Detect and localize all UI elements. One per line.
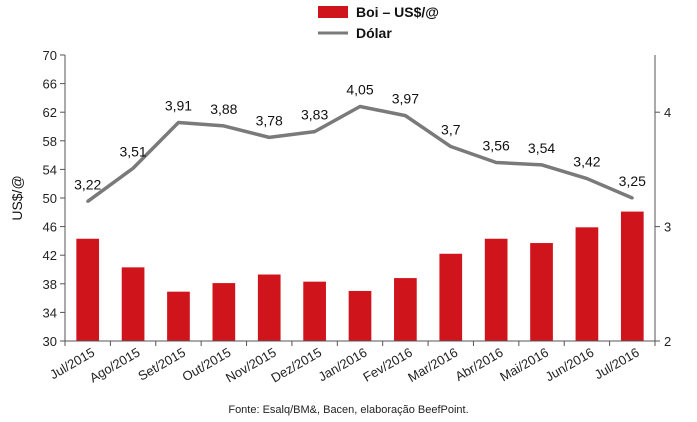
dolar-point (267, 135, 271, 139)
bars (76, 211, 644, 341)
x-tick-label: Fev/2016 (360, 345, 414, 385)
bar-boi (76, 238, 100, 341)
x-tick-label: Mar/2016 (405, 345, 460, 385)
bar-boi (121, 267, 145, 341)
y2-tick-label: 4 (664, 105, 671, 120)
x-tick-label: Abr/2016 (452, 345, 505, 384)
y-tick-label: 34 (43, 305, 57, 320)
bar-boi (439, 253, 463, 341)
y-tick-label: 46 (43, 220, 57, 235)
x-tick-label: Out/2015 (180, 345, 234, 385)
bar-boi (212, 283, 236, 341)
y2-tick-label: 3 (664, 220, 671, 235)
dolar-point (131, 166, 135, 170)
dolar-data-label: 3,56 (483, 138, 510, 154)
y-tick-label: 50 (43, 191, 57, 206)
y-tick-label: 42 (43, 248, 57, 263)
bar-boi (394, 278, 417, 341)
bar-boi (484, 238, 508, 341)
dolar-data-label: 3,25 (619, 173, 646, 189)
dolar-data-label: 3,97 (392, 91, 419, 107)
dolar-point (86, 199, 90, 203)
y-tick-label: 58 (43, 134, 57, 149)
dolar-point (313, 130, 317, 134)
legend-swatch-boi (318, 6, 348, 18)
dolar-line-layer: 3,22 3,51 3,91 3,88 3,78 3,83 4,05 3,97 3,7 3,56 3… (74, 81, 646, 203)
y-tick-label: 54 (43, 162, 57, 177)
dolar-data-label: 4,05 (346, 81, 373, 97)
dolar-point (403, 114, 407, 118)
legend: Boi – US$/@ Dólar (318, 4, 439, 41)
y-tick-label: 70 (43, 48, 57, 63)
dolar-point (630, 196, 634, 200)
x-tick-label: Ago/2015 (87, 345, 143, 386)
dolar-point (222, 124, 226, 128)
y-axis-left: 30 34 38 42 46 50 54 58 62 66 70 (43, 48, 66, 349)
dolar-point (540, 163, 544, 167)
dolar-data-label: 3,91 (165, 97, 192, 113)
y-tick-label: 62 (43, 105, 57, 120)
legend-label-boi: Boi – US$/@ (356, 4, 439, 20)
dolar-data-label: 3,88 (210, 101, 237, 117)
x-tick-label: Set/2015 (135, 345, 188, 384)
bar-boi (575, 227, 599, 341)
bar-boi (620, 211, 644, 341)
x-tick-label: Mai/2016 (497, 345, 551, 385)
dolar-data-label: 3,51 (119, 143, 146, 159)
bar-boi (303, 281, 326, 341)
x-tick-label: Jan/2016 (316, 345, 370, 385)
dolar-data-label: 3,42 (573, 154, 600, 170)
bar-boi (167, 291, 190, 341)
dolar-point (585, 177, 589, 181)
x-tick-label: Nov/2015 (223, 345, 279, 386)
x-tick-label: Jul/2016 (592, 345, 642, 383)
x-axis: Jul/2015Ago/2015Set/2015Out/2015Nov/2015… (47, 340, 656, 386)
legend-label-dolar: Dólar (356, 25, 392, 41)
bar-boi (348, 290, 372, 341)
dolar-point (449, 145, 453, 149)
dolar-point (176, 120, 180, 124)
y-tick-label: 30 (43, 334, 57, 349)
dolar-data-label: 3,54 (528, 140, 555, 156)
y-tick-label: 38 (43, 277, 57, 292)
x-tick-label: Jun/2016 (543, 345, 597, 385)
dolar-point (494, 161, 498, 165)
x-tick-label: Dez/2015 (268, 345, 324, 386)
y-tick-label: 66 (43, 77, 57, 92)
y-axis-right: 2 3 4 (654, 55, 671, 349)
dolar-data-label: 3,78 (256, 112, 283, 128)
bar-boi (530, 243, 553, 341)
dolar-point (358, 104, 362, 108)
source-note: Fonte: Esalq/BM&, Bacen, elaboração Beef… (228, 404, 469, 416)
y2-tick-label: 2 (664, 334, 671, 349)
y-axis-title: US$/@ (9, 175, 25, 220)
dolar-data-label: 3,83 (301, 107, 328, 123)
bar-boi (257, 274, 281, 341)
dolar-data-label: 3,22 (74, 176, 101, 192)
dolar-data-label: 3,7 (441, 122, 461, 138)
